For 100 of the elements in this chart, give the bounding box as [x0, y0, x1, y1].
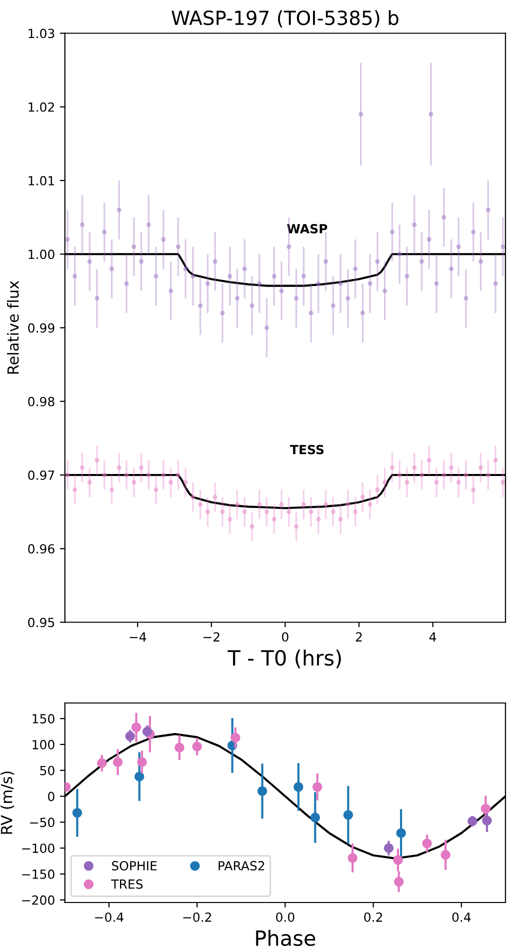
point: [493, 458, 498, 463]
x-tick-label: 2: [356, 632, 362, 642]
y-tick-label: −50: [30, 818, 54, 828]
point: [396, 828, 406, 838]
point: [338, 516, 343, 522]
point: [394, 876, 404, 887]
point: [478, 465, 484, 470]
x-tick-label: −0.4: [95, 912, 124, 922]
point: [174, 742, 184, 752]
point: [352, 509, 358, 514]
point: [131, 722, 142, 732]
legend-label: TRES: [111, 879, 143, 889]
point: [343, 810, 354, 820]
point: [422, 838, 432, 848]
point: [112, 757, 123, 767]
annotation: WASP: [287, 224, 328, 234]
point: [330, 509, 336, 514]
point: [234, 502, 240, 507]
point: [441, 472, 446, 478]
point: [272, 516, 277, 522]
point: [72, 487, 78, 492]
x-tick-label: 4: [429, 632, 436, 642]
point: [308, 509, 314, 514]
x-tick-label: 0.0: [276, 912, 294, 922]
point: [468, 816, 478, 826]
point: [470, 487, 476, 492]
point: [124, 472, 129, 478]
point: [212, 494, 218, 500]
point: [279, 502, 284, 507]
x-tick-label: 0.4: [452, 912, 471, 922]
x-axis-title: T - T0 (hrs): [228, 650, 341, 668]
point: [404, 480, 410, 485]
point: [375, 487, 380, 492]
point: [183, 480, 188, 485]
point: [412, 465, 417, 470]
y-tick-label: 50: [40, 766, 54, 776]
point: [264, 509, 270, 514]
point: [176, 472, 181, 478]
annotation: TESS: [290, 444, 324, 454]
point: [94, 458, 100, 463]
y-tick-label: 150: [32, 714, 54, 724]
point: [486, 472, 491, 478]
point: [368, 502, 372, 507]
x-tick-label: −4: [130, 632, 146, 642]
point: [137, 757, 147, 767]
y-tick-label: 100: [32, 740, 54, 750]
point: [294, 524, 299, 529]
point: [97, 758, 107, 768]
point: [419, 472, 424, 478]
y-tick-label: 1.01: [28, 176, 54, 186]
y-tick-label: −150: [22, 869, 54, 879]
y-tick-label: 1.02: [28, 102, 54, 112]
point: [205, 509, 210, 514]
y-axis-title: Relative flux: [7, 280, 19, 374]
point: [316, 516, 321, 522]
point: [390, 465, 395, 470]
point: [80, 465, 85, 470]
point: [464, 472, 468, 478]
point: [286, 509, 292, 514]
point: [480, 804, 491, 814]
point: [190, 494, 196, 500]
point: [198, 502, 203, 507]
point: [230, 732, 240, 743]
point: [168, 480, 174, 485]
point: [131, 480, 136, 485]
point: [242, 509, 248, 514]
y-tick-label: 0.97: [28, 470, 54, 480]
x-tick-label: 0.2: [364, 912, 382, 922]
point: [134, 772, 144, 782]
point: [482, 816, 492, 826]
point: [160, 472, 166, 478]
x-tick-label: −0.2: [183, 912, 211, 922]
point: [146, 472, 152, 478]
point: [348, 853, 358, 863]
y-tick-label: 1.00: [28, 250, 54, 260]
point: [426, 458, 432, 463]
point: [323, 502, 328, 507]
point: [227, 516, 232, 522]
point: [192, 742, 202, 752]
point: [382, 480, 388, 485]
point: [257, 786, 268, 796]
y-tick-label: 0.95: [28, 618, 54, 628]
point: [250, 524, 254, 529]
legend-label: SOPHIE: [112, 861, 157, 870]
point: [116, 465, 122, 470]
point: [440, 850, 450, 860]
point: [72, 808, 82, 818]
y-tick-label: 0.99: [28, 323, 54, 333]
point: [294, 782, 304, 792]
point: [312, 782, 322, 792]
point: [434, 480, 439, 485]
point: [154, 487, 158, 492]
point: [301, 502, 306, 507]
point: [384, 843, 394, 853]
point: [256, 502, 262, 507]
point: [125, 731, 135, 742]
point: [87, 480, 92, 485]
point: [397, 472, 402, 478]
y-tick-label: −100: [22, 844, 54, 854]
point: [500, 480, 506, 485]
